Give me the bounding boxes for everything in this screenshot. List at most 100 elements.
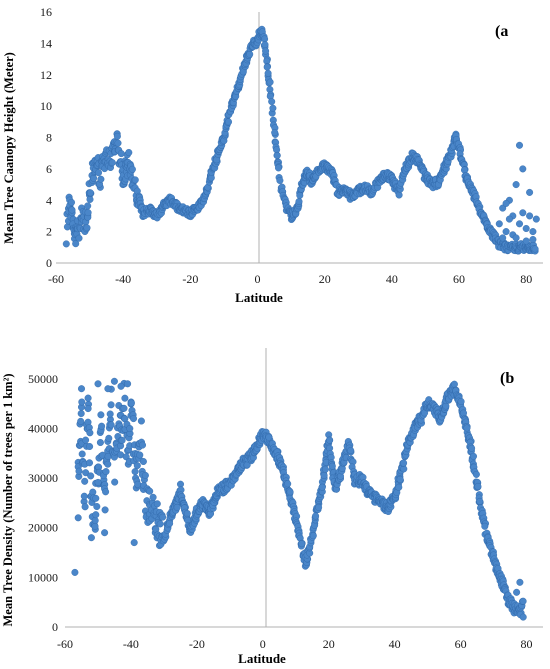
y-tick-label: 2 [46, 225, 52, 239]
data-point [271, 129, 279, 137]
data-point [309, 532, 317, 540]
data-point [89, 488, 97, 496]
data-point [261, 41, 269, 49]
data-point [156, 520, 164, 528]
chart-a-points [62, 25, 540, 255]
data-point [125, 148, 133, 156]
x-tick-label: -60 [57, 637, 73, 651]
x-tick-label: 0 [255, 272, 261, 286]
data-point [134, 480, 142, 488]
data-point [321, 465, 329, 473]
x-tick-label: 20 [319, 272, 331, 286]
data-point [266, 78, 274, 86]
data-point [519, 613, 527, 621]
data-point [117, 150, 125, 158]
x-tick-label: 60 [453, 272, 465, 286]
data-point [81, 503, 89, 511]
data-point [481, 522, 489, 530]
data-point [468, 444, 476, 452]
data-point [77, 385, 85, 393]
data-point [505, 215, 513, 223]
data-point [102, 488, 110, 496]
data-point [159, 513, 167, 521]
data-point [94, 169, 102, 177]
data-point [276, 176, 284, 184]
data-point [474, 482, 482, 490]
data-point [286, 488, 294, 496]
data-point [87, 534, 95, 542]
data-point [121, 394, 129, 402]
data-point [75, 234, 83, 242]
data-point [312, 512, 320, 520]
data-point [137, 417, 145, 425]
data-point [94, 380, 102, 388]
data-point [532, 215, 540, 223]
y-tick-label: 14 [40, 36, 52, 50]
data-point [98, 422, 106, 430]
data-point [86, 195, 94, 203]
data-point [284, 480, 292, 488]
data-point [268, 98, 276, 106]
data-point [84, 405, 92, 413]
data-point [77, 417, 85, 425]
chart-a-x-ticks: -60 -40 -20 0 20 40 60 80 [48, 272, 532, 286]
data-point [318, 483, 326, 491]
data-point [400, 459, 408, 467]
data-point [519, 597, 527, 605]
data-point [104, 460, 112, 468]
data-point [93, 503, 101, 511]
data-point [513, 588, 521, 596]
data-point [519, 209, 527, 217]
data-point [102, 468, 110, 476]
y-tick-label: 50000 [28, 372, 58, 386]
data-point [127, 399, 135, 407]
data-point [133, 462, 141, 470]
data-point [117, 382, 125, 390]
data-point [92, 511, 100, 519]
data-point [476, 497, 484, 505]
chart-a-y-label: Mean Tree Caanopy Height (Meter) [2, 52, 16, 244]
data-point [295, 197, 303, 205]
data-point [108, 159, 116, 167]
data-point [101, 506, 109, 514]
data-point [67, 198, 75, 206]
data-point [263, 63, 271, 71]
data-point [71, 568, 79, 576]
data-point [62, 240, 70, 248]
data-point [78, 398, 86, 406]
data-point [97, 411, 105, 419]
data-point [262, 47, 270, 55]
y-tick-label: 12 [40, 68, 52, 82]
data-point [75, 467, 83, 475]
data-point [74, 514, 82, 522]
data-point [529, 228, 537, 236]
chart-a-panel-label: (a [495, 23, 508, 40]
data-point [450, 380, 458, 388]
y-tick-label: 8 [46, 131, 52, 145]
data-point [141, 471, 149, 479]
data-point [526, 212, 534, 220]
x-tick-label: 60 [455, 637, 467, 651]
data-point [94, 478, 102, 486]
chart-b-y-ticks: 0 10000 20000 30000 40000 50000 [28, 372, 58, 634]
data-point [519, 165, 527, 173]
data-point [457, 398, 465, 406]
data-point [131, 468, 139, 476]
data-point [131, 176, 139, 184]
x-tick-label: -40 [123, 637, 139, 651]
chart-a-x-label: Latitude [235, 290, 283, 305]
y-tick-label: 16 [40, 5, 52, 19]
data-point [502, 228, 510, 236]
data-point [522, 237, 530, 245]
data-point [136, 451, 144, 459]
data-point [495, 220, 503, 228]
data-point [499, 204, 507, 212]
data-point [104, 385, 112, 393]
chart-a-y-ticks: 0 2 4 6 8 10 12 14 16 [40, 5, 52, 270]
data-point [84, 209, 92, 217]
data-point [129, 415, 137, 423]
data-point [146, 487, 154, 495]
data-point [328, 462, 336, 470]
data-point [273, 151, 281, 159]
data-point [128, 165, 136, 173]
